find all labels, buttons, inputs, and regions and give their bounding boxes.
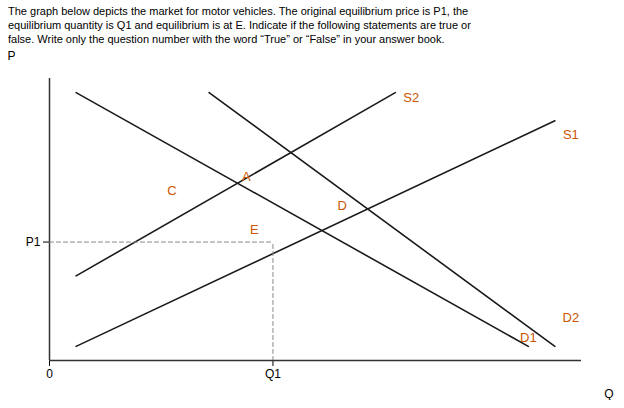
html-text:false. Write only the question: false. Write only the question number wi… — [8, 33, 445, 45]
svg-text:S2: S2 — [403, 90, 419, 105]
svg-text:D2: D2 — [563, 310, 580, 325]
svg-text:D: D — [337, 198, 346, 213]
html-text:equilibrium quantity is Q1 and: equilibrium quantity is Q1 and equilibri… — [8, 19, 471, 31]
svg-text:A: A — [242, 169, 251, 184]
svg-text:0: 0 — [46, 367, 53, 381]
svg-text:P: P — [8, 49, 16, 63]
svg-text:P1: P1 — [26, 235, 41, 249]
svg-text:D1: D1 — [520, 330, 537, 345]
svg-text:Q: Q — [604, 387, 613, 401]
svg-text:C: C — [167, 183, 176, 198]
svg-text:Q1: Q1 — [265, 367, 281, 381]
html-text:The graph below depicts the ma: The graph below depicts the market for m… — [8, 5, 469, 17]
svg-text:S1: S1 — [563, 127, 579, 142]
svg-text:E: E — [250, 222, 259, 237]
